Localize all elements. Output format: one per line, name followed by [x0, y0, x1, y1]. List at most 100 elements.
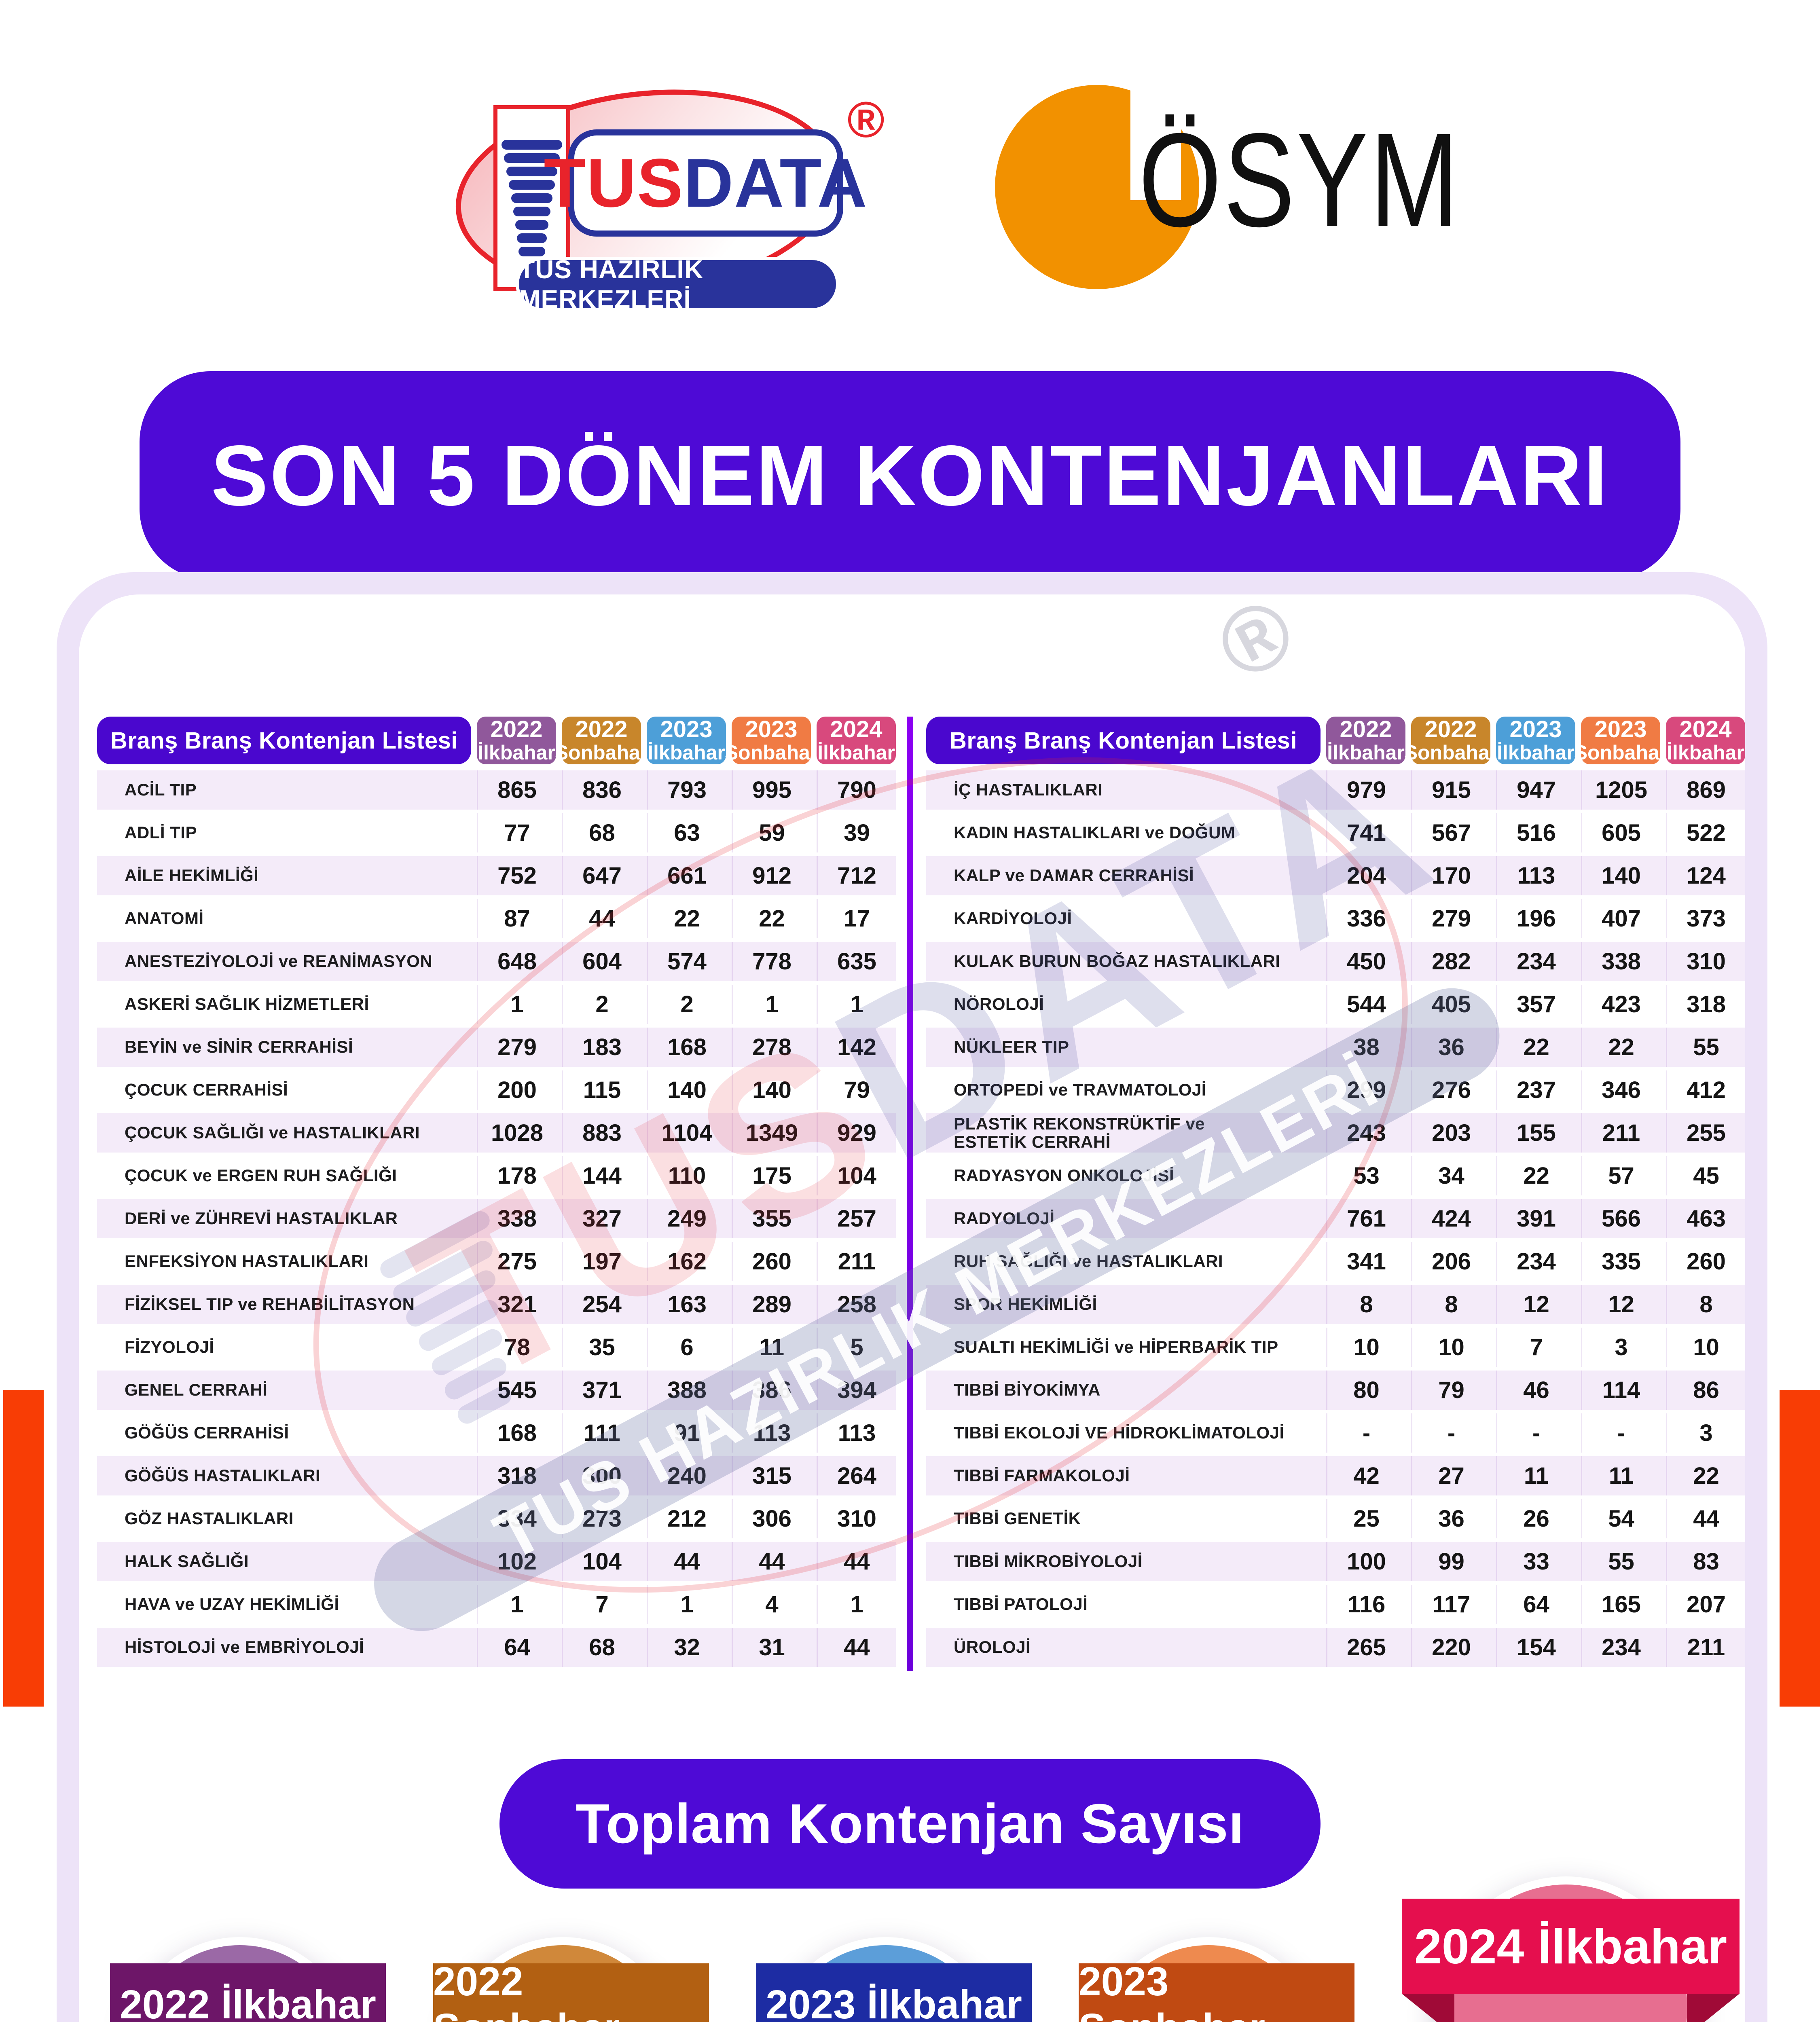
quota-value: 635	[817, 942, 896, 981]
branch-name: ACİL TIP	[125, 780, 197, 799]
quota-value: 116	[1326, 1585, 1405, 1624]
quota-value: 113	[1496, 856, 1575, 895]
quota-value: 761	[1326, 1199, 1405, 1238]
quota-value: 544	[1326, 985, 1405, 1024]
quota-value: 22	[1496, 1156, 1575, 1195]
quota-value: 234	[1581, 1628, 1660, 1667]
branch-name: NÖROLOJİ	[954, 994, 1044, 1014]
quota-value: 574	[647, 942, 726, 981]
quota-value: 1	[817, 1585, 896, 1624]
quota-value: 211	[1581, 1113, 1660, 1153]
table-row: KALP ve DAMAR CERRAHİSİ 204 170 113 140 124	[926, 856, 1745, 895]
table-row: ENFEKSİYON HASTALIKLARI 275 197 162 260 211	[97, 1242, 896, 1281]
table-header-right: Branş Branş Kontenjan Listesi 2022 İlkbaha…	[926, 717, 1745, 764]
quota-value: 100	[1326, 1542, 1405, 1581]
tusdata-wordmark: TUS DATA	[544, 129, 867, 237]
table-row: GÖĞÜS HASTALIKLARI 318 300 240 315 264	[97, 1456, 896, 1495]
branch-name: HİSTOLOJİ ve EMBRİYOLOJİ	[125, 1637, 364, 1657]
quota-value: 44	[1666, 1499, 1745, 1538]
totals-title: Toplam Kontenjan Sayısı	[576, 1792, 1244, 1855]
tusdata-logo: TUS DATA ® TUS HAZIRLIK MERKEZLERİ	[445, 69, 910, 314]
quota-value: 327	[562, 1199, 641, 1238]
period-chip-2022-sonbahar: 2022 Sonbahar	[554, 716, 648, 764]
quota-value: 237	[1496, 1070, 1575, 1110]
badge-period-label: 2022 İlkbahar	[110, 1963, 386, 2022]
quota-value: 11	[1496, 1456, 1575, 1495]
branch-name: KARDİYOLOJİ	[954, 909, 1072, 928]
quota-value: 4	[732, 1585, 811, 1624]
tusdata-word-data: DATA	[684, 144, 868, 222]
table-row: ÇOCUK CERRAHİSİ 200 115 140 140 79	[97, 1070, 896, 1110]
totals-banner: Toplam Kontenjan Sayısı	[499, 1759, 1321, 1889]
quota-value: 68	[562, 813, 641, 852]
quota-value: 6	[647, 1328, 726, 1367]
registered-trademark-icon: ®	[847, 92, 885, 148]
quota-value: 27	[1411, 1456, 1490, 1495]
quota-value: 463	[1666, 1199, 1745, 1238]
period-chip-2022-sonbahar: 2022 Sonbahar	[1404, 716, 1498, 764]
quota-value: 648	[477, 942, 556, 981]
branch-name: BEYİN ve SİNİR CERRAHİSİ	[125, 1037, 353, 1057]
table-row: ÇOCUK ve ERGEN RUH SAĞLIĞI 178 144 110 175 10…	[97, 1156, 896, 1195]
period-chip-2022-ilkbahar: 2022 İlkbahar	[1326, 717, 1405, 764]
quota-value: 53	[1326, 1156, 1405, 1195]
table-row: RADYOLOJİ 761 424 391 566 463	[926, 1199, 1745, 1238]
quota-value: 165	[1581, 1585, 1660, 1624]
quota-value: 338	[477, 1199, 556, 1238]
quota-value: 334	[477, 1499, 556, 1538]
quota-value: 162	[647, 1242, 726, 1281]
table-row: HİSTOLOJİ ve EMBRİYOLOJİ 64 68 32 31 44	[97, 1628, 896, 1667]
total-badge-2023-i̇lkbahar: 9.002(YBU + KKTC : 549)2023 İlkbahar[dat…	[752, 1925, 1035, 2022]
quota-value: 10	[1666, 1328, 1745, 1367]
table-row: TIBBİ PATOLOJİ 116 117 64 165 207	[926, 1585, 1745, 1624]
quota-value: 386	[732, 1371, 811, 1410]
quota-value: 712	[817, 856, 896, 895]
quota-value: 34	[1411, 1156, 1490, 1195]
quota-value: 1349	[732, 1113, 811, 1153]
quota-value: 5	[817, 1328, 896, 1367]
branch-name: NÜKLEER TIP	[954, 1037, 1069, 1057]
quota-value: 77	[477, 813, 556, 852]
table-row: PLASTİK REKONSTRÜKTİF ve ESTETİK CERRAHİ…	[926, 1113, 1745, 1153]
quota-value: 80	[1326, 1371, 1405, 1410]
quota-value: 22	[1496, 1028, 1575, 1067]
table-row: KADIN HASTALIKLARI ve DOĞUM 741 567 516 605 5…	[926, 813, 1745, 852]
branch-name: TIBBİ MİKROBİYOLOJİ	[954, 1552, 1143, 1571]
quota-value: 117	[1411, 1585, 1490, 1624]
branch-name: RADYOLOJİ	[954, 1209, 1055, 1228]
branch-name: ÇOCUK ve ERGEN RUH SAĞLIĞI	[125, 1166, 397, 1185]
table-row: ADLİ TIP 77 68 63 59 39	[97, 813, 896, 852]
badge-total-value: 10.029	[1452, 2018, 1680, 2022]
branch-name: ÇOCUK CERRAHİSİ	[125, 1080, 288, 1100]
quota-value: 22	[1581, 1028, 1660, 1067]
quota-value: 22	[1666, 1456, 1745, 1495]
branch-name: İÇ HASTALIKLARI	[954, 780, 1103, 799]
table-row: KULAK BURUN BOĞAZ HASTALIKLARI 450 282 234 3…	[926, 942, 1745, 981]
quota-value: 605	[1581, 813, 1660, 852]
table-row: FİZYOLOJİ 78 35 6 11 5	[97, 1328, 896, 1367]
quota-value: 38	[1326, 1028, 1405, 1067]
quota-value: 212	[647, 1499, 726, 1538]
quota-value: 299	[1326, 1070, 1405, 1110]
quota-value: 91	[647, 1413, 726, 1453]
quota-value: 170	[1411, 856, 1490, 895]
quota-value: 257	[817, 1199, 896, 1238]
quota-value: 865	[477, 770, 556, 810]
quota-value: 929	[817, 1113, 896, 1153]
branch-name: DERİ ve ZÜHREVİ HASTALIKLAR	[125, 1209, 398, 1228]
tusdata-tower-icon	[493, 105, 570, 291]
quota-value: 604	[562, 942, 641, 981]
quota-value: 115	[562, 1070, 641, 1110]
quota-value: 1205	[1581, 770, 1660, 810]
table-row: GÖZ HASTALIKLARI 334 273 212 306 310	[97, 1499, 896, 1538]
table-row: HALK SAĞLIĞI 102 104 44 44 44	[97, 1542, 896, 1581]
quota-value: 46	[1496, 1371, 1575, 1410]
table-row: ACİL TIP 865 836 793 995 790	[97, 770, 896, 810]
quota-value: 778	[732, 942, 811, 981]
branch-name: KALP ve DAMAR CERRAHİSİ	[954, 866, 1194, 885]
quota-value: 243	[1326, 1113, 1405, 1153]
quota-value: 273	[562, 1499, 641, 1538]
branch-name: GÖZ HASTALIKLARI	[125, 1509, 294, 1528]
quota-value: 318	[477, 1456, 556, 1495]
badge-period-label: 2023 Sonbahar	[1079, 1959, 1354, 2022]
